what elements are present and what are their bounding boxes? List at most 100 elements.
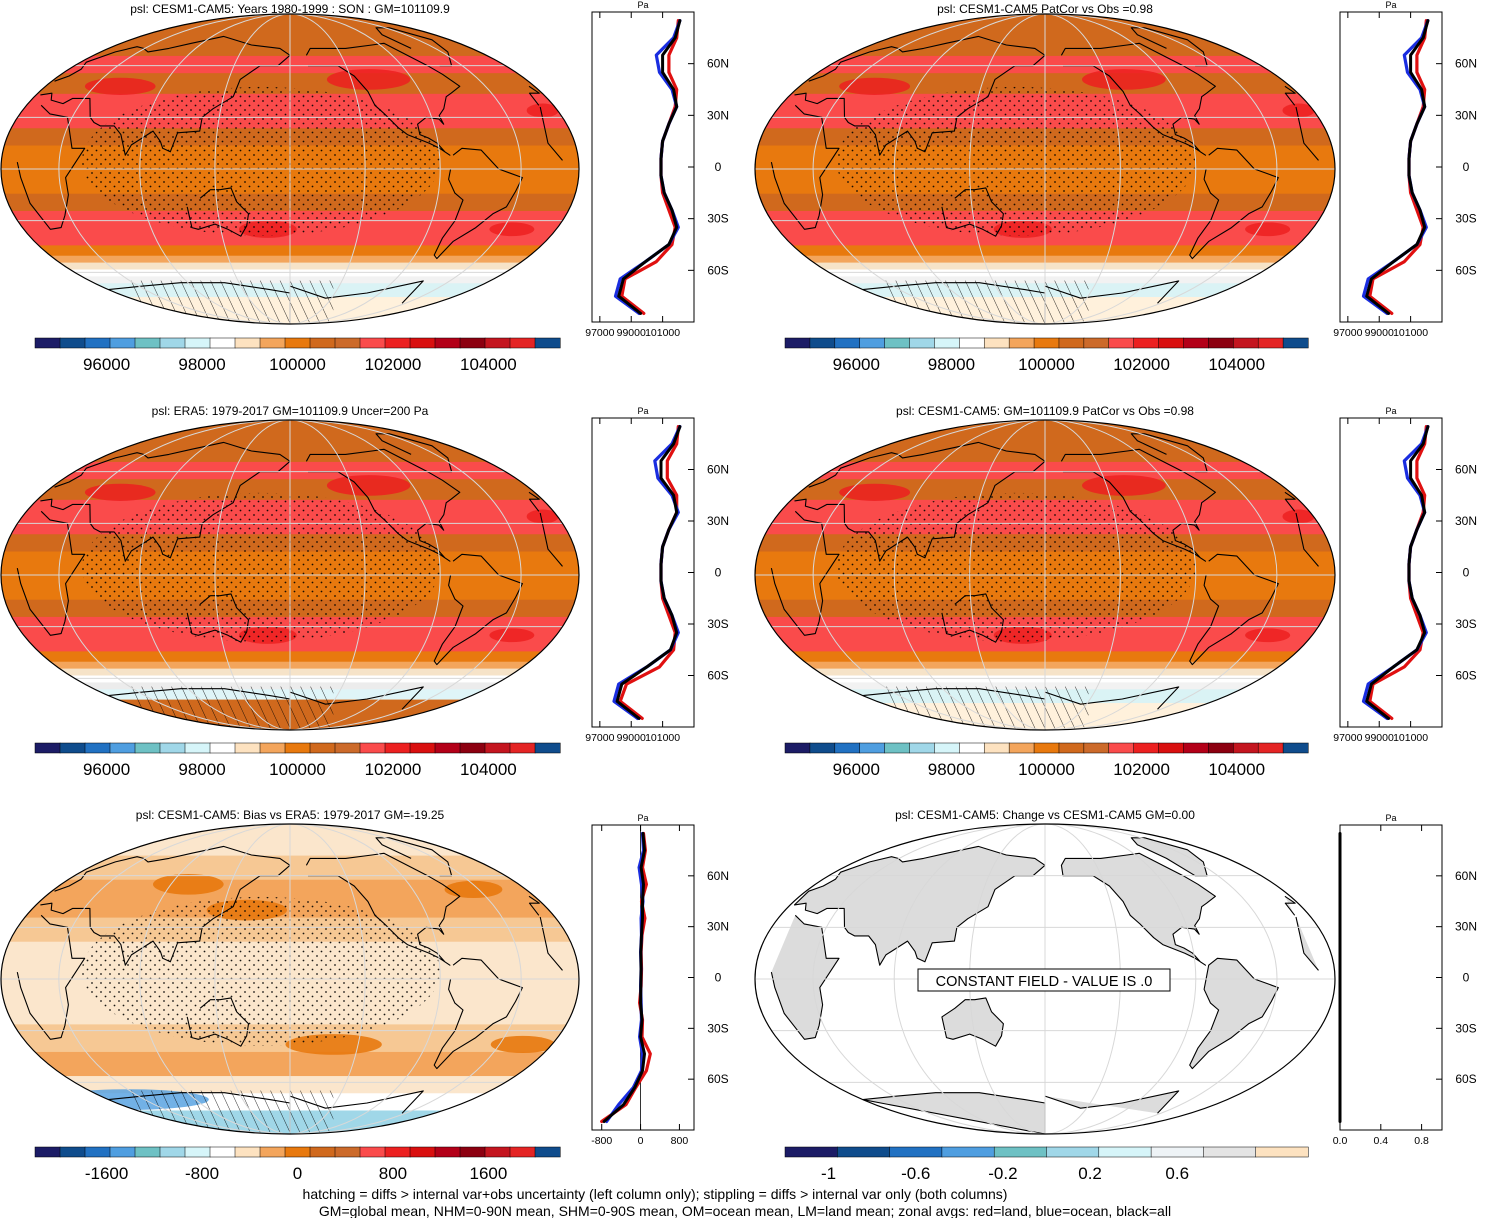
lat-label: 60N xyxy=(1455,463,1477,477)
panel-model-climatology-2: psl: CESM1-CAM5: GM=101109.9 PatCor vs O… xyxy=(754,404,1477,779)
graticule-meridian xyxy=(139,824,291,1134)
colorbar-tick-label: 102000 xyxy=(1113,760,1170,779)
colorbar-swatch xyxy=(909,337,935,349)
profile-line-land xyxy=(620,19,680,315)
profile-x-tick-label: -800 xyxy=(591,1135,612,1147)
coastline xyxy=(375,433,453,473)
profile-unit-label: Pa xyxy=(637,406,648,416)
colorbar-swatch xyxy=(859,337,886,349)
profile-x-tick-label: 101000 xyxy=(645,732,680,744)
lat-label: 30N xyxy=(707,108,729,122)
colorbar-swatch xyxy=(1282,742,1309,754)
colorbar-swatch xyxy=(1133,337,1160,349)
colorbar-tick-label: 0.2 xyxy=(1078,1164,1102,1183)
profile-x-tick-label: 101000 xyxy=(1393,327,1428,339)
graticule-meridian xyxy=(214,420,291,730)
colorbar-swatch xyxy=(84,1146,111,1158)
colorbar-tick-label: -1600 xyxy=(85,1164,128,1183)
colorbar-swatch xyxy=(837,1146,891,1158)
colorbar-tick-label: 104000 xyxy=(1208,355,1265,374)
coastline xyxy=(1130,433,1208,473)
lat-label: 60S xyxy=(707,669,728,683)
panel-title: psl: ERA5: 1979-2017 GM=101109.9 Uncer=2… xyxy=(152,404,429,418)
lat-label: 30N xyxy=(707,514,729,528)
profile-x-tick-label: 97000 xyxy=(1333,327,1362,339)
lat-label: 30S xyxy=(1455,212,1476,226)
zonal-profile: Pa 0.0 0.4 0.8 60N 30N 0 30S 60S xyxy=(1333,813,1477,1147)
lat-label: 60N xyxy=(707,463,729,477)
colorbar-swatch xyxy=(459,337,486,349)
colorbar-swatch xyxy=(334,337,361,349)
colorbar-swatch xyxy=(509,337,536,349)
graticule-meridian xyxy=(58,824,291,1134)
zonal-profile: Pa 97000 99000 101000 60N 30N 0 30S 60S xyxy=(1333,0,1477,339)
colorbar-swatch xyxy=(1033,337,1060,349)
colorbar: 96000 98000 100000 102000 104000 xyxy=(34,337,561,374)
colorbar-swatch xyxy=(384,1146,411,1158)
colorbar-swatch xyxy=(1203,1146,1257,1158)
stippling xyxy=(81,896,441,1046)
map-anomaly xyxy=(153,873,224,895)
colorbar-swatch xyxy=(359,337,386,349)
colorbar-swatch xyxy=(59,1146,86,1158)
map-anomaly xyxy=(326,69,411,90)
coastline xyxy=(1189,553,1279,666)
colorbar-swatch xyxy=(1083,337,1110,349)
panel-title: psl: CESM1-CAM5: GM=101109.9 PatCor vs O… xyxy=(896,404,1194,418)
profile-x-tick-label: 101000 xyxy=(645,327,680,339)
lat-label: 30S xyxy=(707,617,728,631)
graticule-meridian xyxy=(1044,420,1197,730)
profile-line-land xyxy=(618,425,680,721)
lat-label: 0 xyxy=(1463,566,1470,580)
profile-line-all xyxy=(617,19,682,315)
colorbar-swatch xyxy=(534,742,561,754)
map xyxy=(754,419,1336,731)
colorbar-tick-label: 98000 xyxy=(178,355,225,374)
map-border xyxy=(0,13,580,325)
colorbar-swatch xyxy=(459,1146,486,1158)
profile-x-tick-label: 101000 xyxy=(1393,732,1428,744)
profile-line-land xyxy=(1368,425,1428,721)
colorbar-swatch xyxy=(384,742,411,754)
colorbar-swatch xyxy=(209,742,236,754)
colorbar-swatch xyxy=(1208,337,1234,349)
hatching xyxy=(131,686,334,730)
colorbar-swatch xyxy=(1158,742,1185,754)
graticule-meridian xyxy=(139,14,291,324)
graticule-meridian xyxy=(893,824,1046,1134)
map-field xyxy=(755,824,1335,1134)
profile-x-tick-label: 99000 xyxy=(1365,732,1394,744)
colorbar-swatch xyxy=(234,742,261,754)
colorbar-swatch xyxy=(1208,742,1234,754)
hatching xyxy=(885,280,1089,324)
colorbar-tick-label: 98000 xyxy=(928,355,975,374)
coastline xyxy=(1130,27,1208,67)
lat-label: 30N xyxy=(1455,514,1477,528)
graticule-meridian xyxy=(289,420,441,730)
profile-x-tick-label: 0 xyxy=(638,1135,644,1147)
stippling xyxy=(81,492,441,642)
colorbar-swatch xyxy=(284,337,311,349)
lat-label: 0 xyxy=(715,566,722,580)
colorbar-swatch xyxy=(459,742,486,754)
colorbar-swatch xyxy=(159,1146,186,1158)
map xyxy=(0,823,580,1135)
colorbar-swatch xyxy=(1183,742,1209,754)
colorbar-swatch xyxy=(384,337,411,349)
colorbar-swatch xyxy=(184,337,211,349)
lat-label: 0 xyxy=(715,160,722,174)
colorbar-swatch xyxy=(209,1146,236,1158)
map-anomaly xyxy=(1245,628,1291,643)
lat-label: 30S xyxy=(707,1021,728,1035)
colorbar-swatch xyxy=(484,337,511,349)
map-border xyxy=(754,419,1336,731)
lat-label: 30S xyxy=(707,212,728,226)
profile-line-all xyxy=(602,832,646,1123)
profile-line-all xyxy=(1365,19,1430,315)
colorbar-swatch xyxy=(59,742,86,754)
profile-frame xyxy=(1339,11,1443,323)
map xyxy=(754,13,1336,325)
lat-label: 60S xyxy=(1455,263,1476,277)
lat-label: 60N xyxy=(707,57,729,71)
graticule-meridian xyxy=(289,824,522,1134)
